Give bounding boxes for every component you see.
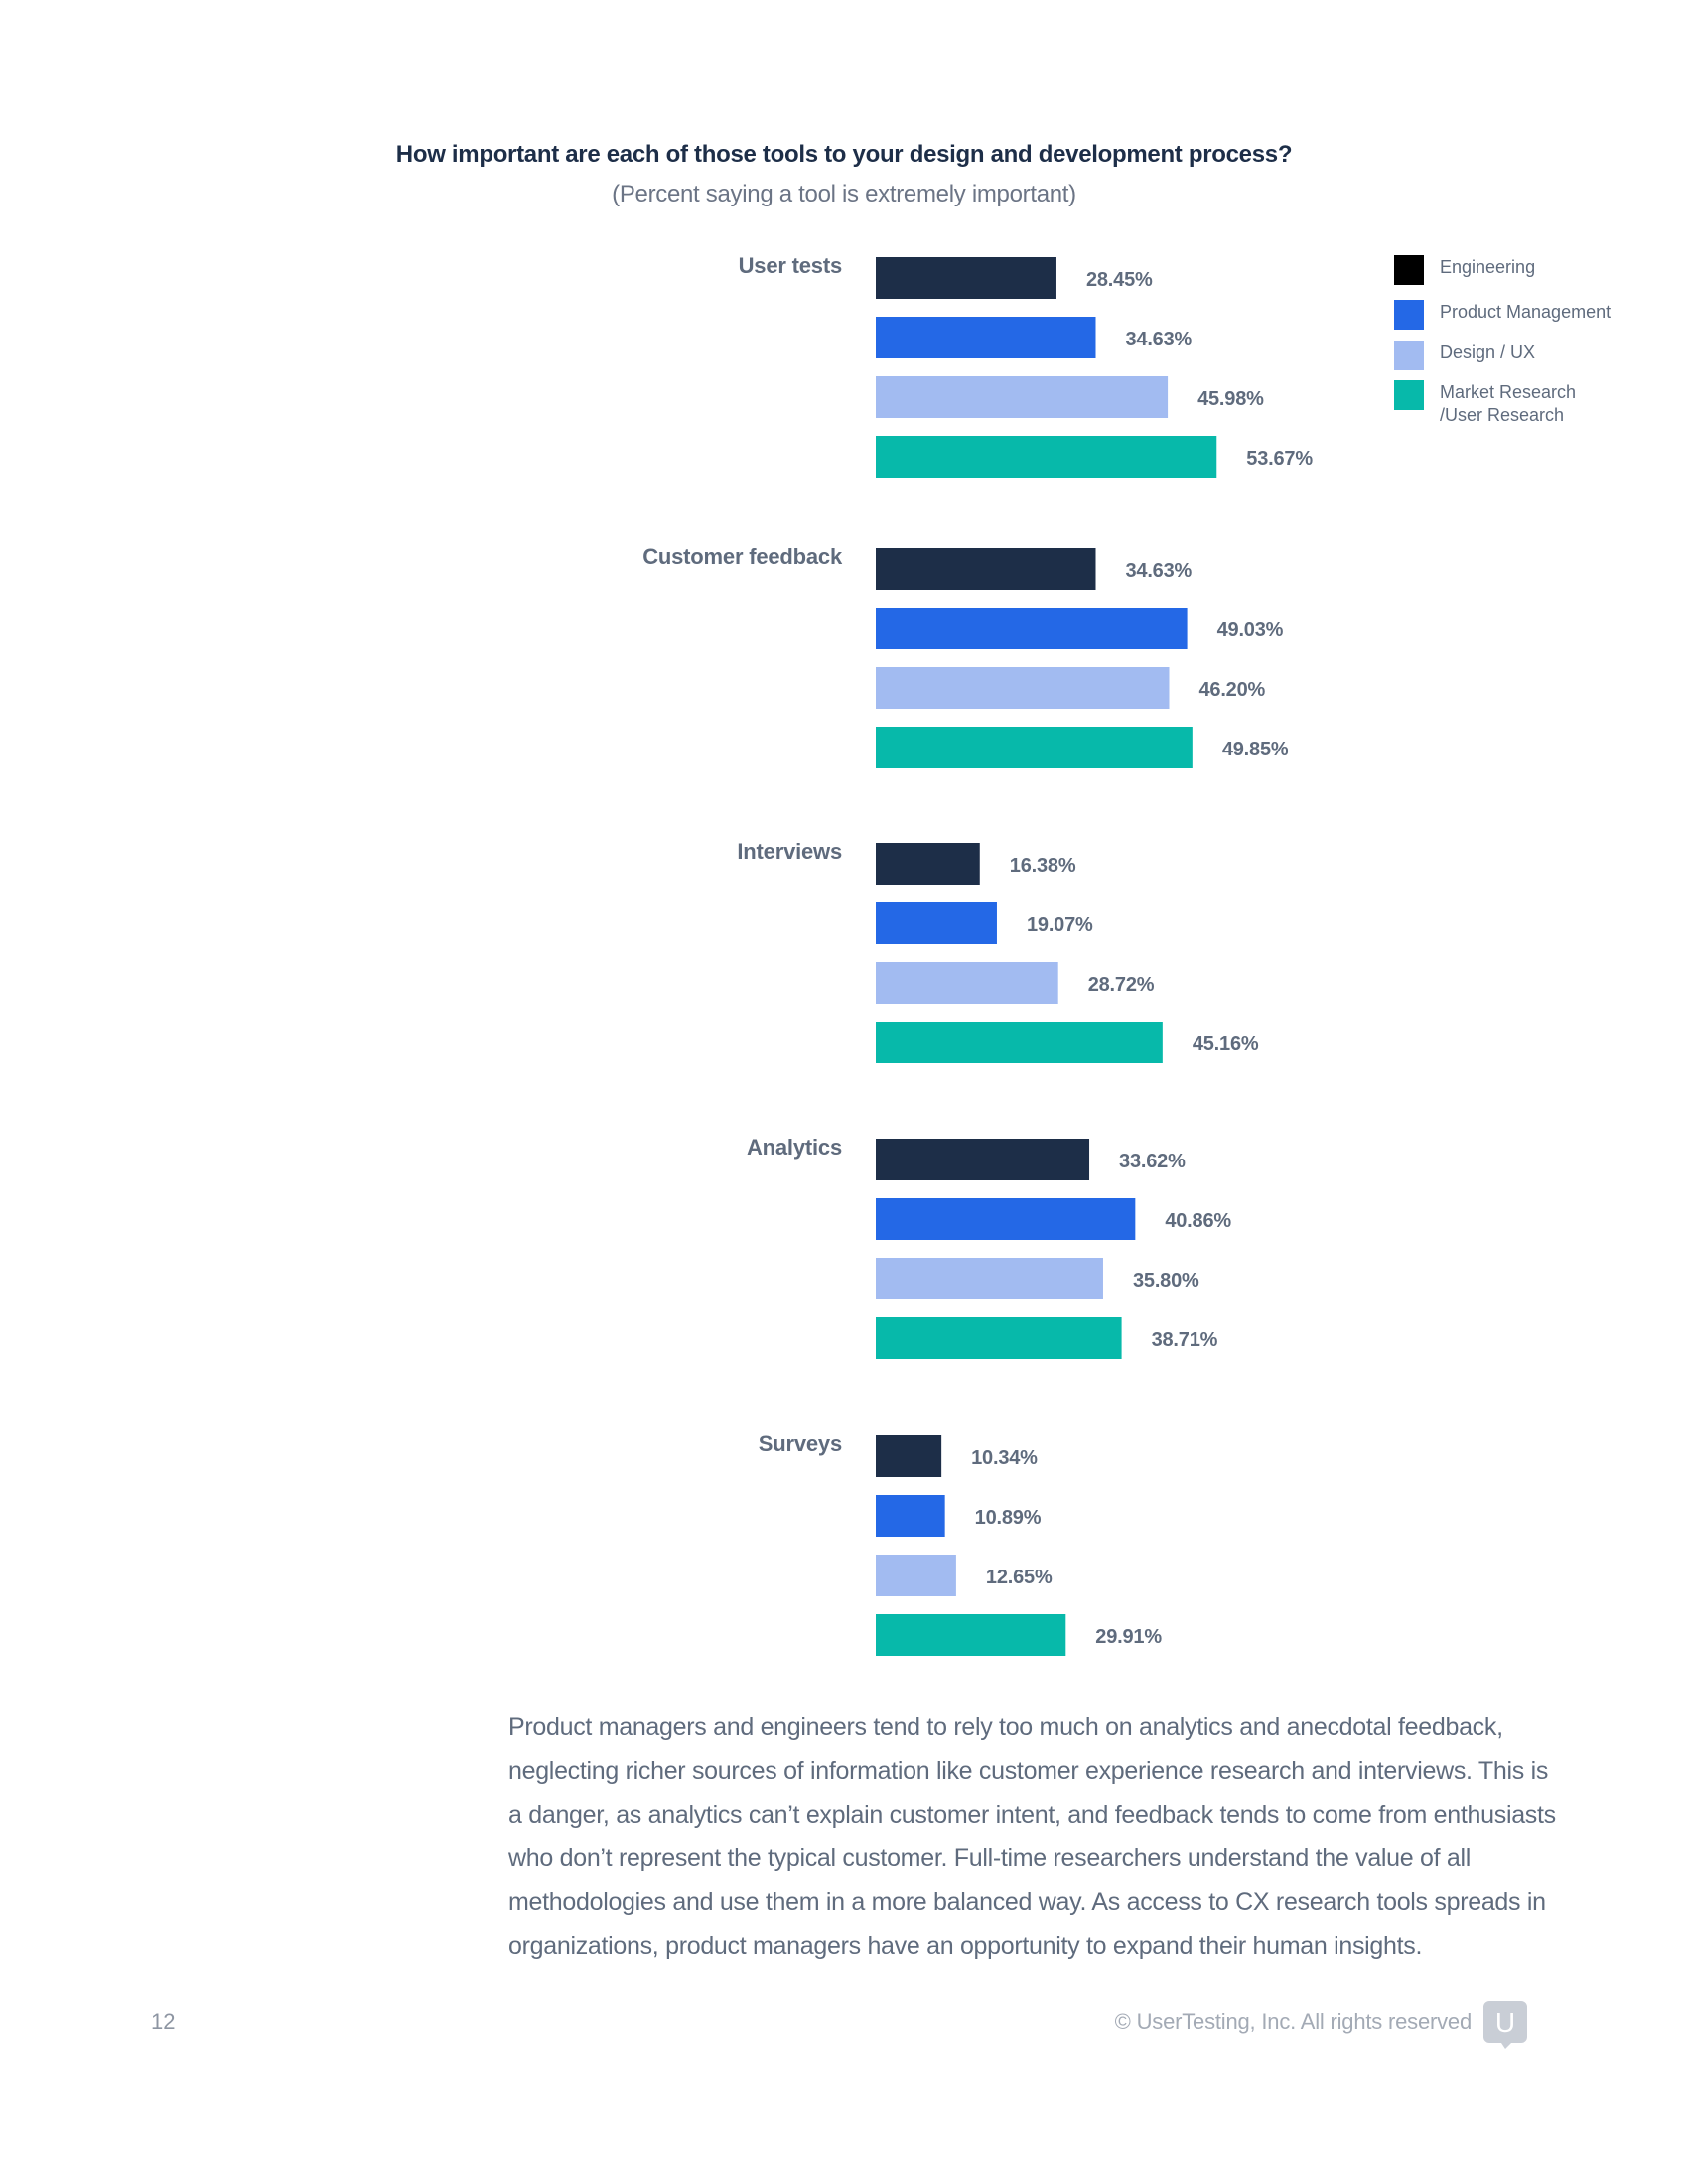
value-label: 10.34% bbox=[971, 1447, 1038, 1469]
legend-item-product-management: Product Management bbox=[1394, 300, 1652, 330]
bar-group-analytics: Analytics 33.62% 40.86% 35.80% 38.71% bbox=[747, 1135, 1232, 1359]
value-label: 46.20% bbox=[1198, 679, 1265, 701]
value-label: 19.07% bbox=[1027, 914, 1093, 936]
legend-label: Product Management bbox=[1440, 302, 1612, 322]
value-label: 12.65% bbox=[986, 1567, 1053, 1588]
value-label: 34.63% bbox=[1125, 560, 1192, 582]
legend-swatch bbox=[1394, 300, 1424, 330]
bar-analytics-design-ux bbox=[876, 1258, 1103, 1299]
value-label: 35.80% bbox=[1133, 1270, 1199, 1292]
bar-customer-feedback-market-research-user-research bbox=[876, 727, 1193, 768]
copyright-notice: © UserTesting, Inc. All rights reserved bbox=[1114, 2009, 1473, 2034]
bar-analytics-product-management bbox=[876, 1198, 1136, 1240]
value-label: 34.63% bbox=[1125, 329, 1192, 350]
value-label: 16.38% bbox=[1010, 855, 1076, 877]
legend-swatch bbox=[1394, 341, 1424, 370]
value-label: 38.71% bbox=[1152, 1329, 1218, 1351]
legend-swatch bbox=[1394, 255, 1424, 285]
usertesting-logo-icon: U bbox=[1483, 2001, 1527, 2049]
bar-surveys-design-ux bbox=[876, 1555, 956, 1596]
bar-analytics-market-research-user-research bbox=[876, 1317, 1122, 1359]
bar-group-customer-feedback: Customer feedback 34.63% 49.03% 46.20% 49.85… bbox=[642, 544, 1289, 768]
bar-customer-feedback-engineering bbox=[876, 548, 1096, 590]
bar-user-tests-engineering bbox=[876, 257, 1056, 299]
value-label: 29.91% bbox=[1095, 1626, 1162, 1648]
value-label: 45.98% bbox=[1197, 388, 1264, 410]
bar-user-tests-design-ux bbox=[876, 376, 1169, 418]
bar-customer-feedback-design-ux bbox=[876, 667, 1170, 709]
bar-group-surveys: Surveys 10.34% 10.89% 12.65% 29.91% bbox=[759, 1432, 1163, 1656]
bar-customer-feedback-product-management bbox=[876, 608, 1188, 649]
category-label: Interviews bbox=[737, 839, 842, 864]
bar-interviews-design-ux bbox=[876, 962, 1058, 1004]
bar-interviews-market-research-user-research bbox=[876, 1022, 1163, 1063]
value-label: 28.72% bbox=[1088, 974, 1155, 996]
page-number: 12 bbox=[151, 2009, 176, 2034]
category-label: Analytics bbox=[747, 1135, 842, 1160]
chart-legend: Engineering Product Management Design / UX… bbox=[1394, 255, 1652, 445]
legend-item-engineering: Engineering bbox=[1394, 255, 1652, 285]
bar-interviews-product-management bbox=[876, 902, 997, 944]
bar-user-tests-product-management bbox=[876, 317, 1096, 358]
value-label: 10.89% bbox=[975, 1507, 1042, 1529]
legend-label: Engineering bbox=[1440, 257, 1536, 277]
value-label: 45.16% bbox=[1193, 1033, 1259, 1055]
category-label: User tests bbox=[739, 253, 842, 278]
value-label: 49.85% bbox=[1222, 739, 1289, 760]
bar-group-user-tests: User tests 28.45% 34.63% 45.98% 53.67% bbox=[739, 253, 1314, 478]
bar-user-tests-market-research-user-research bbox=[876, 436, 1217, 478]
body-paragraph: Product managers and engineers tend to r… bbox=[508, 1713, 1556, 1960]
chart-subtitle: (Percent saying a tool is extremely impo… bbox=[612, 181, 1076, 207]
legend-label: Design / UX bbox=[1440, 342, 1536, 362]
bar-analytics-engineering bbox=[876, 1139, 1090, 1180]
chart-title: How important are each of those tools to… bbox=[395, 141, 1293, 168]
bar-group-interviews: Interviews 16.38% 19.07% 28.72% 45.16% bbox=[737, 839, 1259, 1063]
category-label: Surveys bbox=[759, 1432, 842, 1456]
category-label: Customer feedback bbox=[642, 544, 843, 569]
legend-item-market-research-user-research: Market Research /User Research bbox=[1394, 380, 1652, 427]
bar-interviews-engineering bbox=[876, 843, 980, 885]
bar-surveys-product-management bbox=[876, 1495, 945, 1537]
bar-surveys-engineering bbox=[876, 1435, 942, 1477]
legend-item-design-ux: Design / UX bbox=[1394, 341, 1652, 370]
legend-swatch bbox=[1394, 380, 1424, 410]
value-label: 33.62% bbox=[1119, 1151, 1186, 1172]
value-label: 40.86% bbox=[1165, 1210, 1231, 1232]
value-label: 53.67% bbox=[1246, 448, 1313, 470]
bar-chart: User tests 28.45% 34.63% 45.98% 53.67% Custom… bbox=[642, 253, 1314, 1656]
value-label: 49.03% bbox=[1217, 619, 1284, 641]
legend-label: Market Research /User Research bbox=[1440, 382, 1577, 425]
bar-surveys-market-research-user-research bbox=[876, 1614, 1066, 1656]
value-label: 28.45% bbox=[1086, 269, 1153, 291]
logo-letter: U bbox=[1495, 2007, 1515, 2038]
